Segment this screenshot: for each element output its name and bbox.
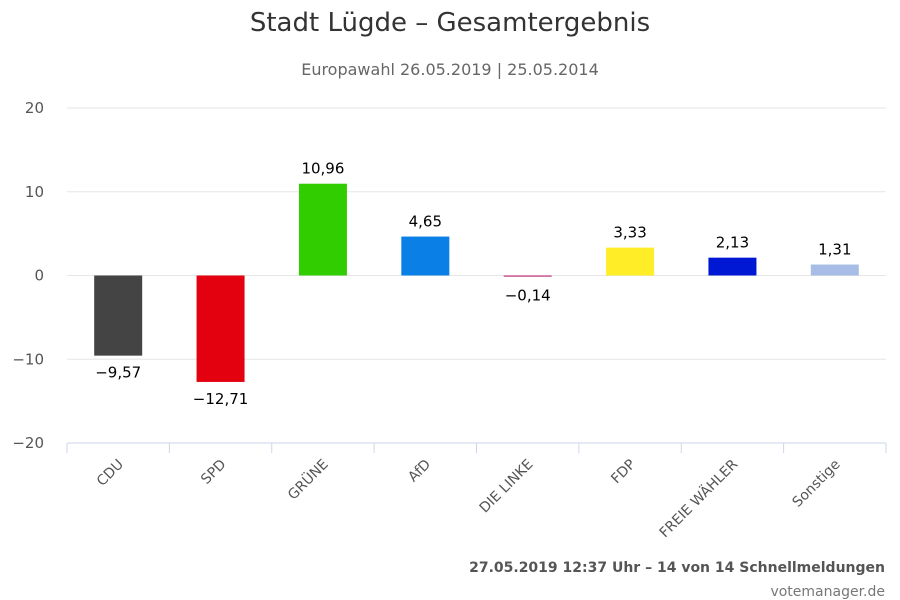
y-tick-label: −10 <box>12 350 44 368</box>
x-tick-label: Sonstige <box>790 457 844 511</box>
bar-spd <box>196 275 245 382</box>
y-tick-label: 10 <box>25 183 44 201</box>
x-tick-label: AfD <box>405 457 434 486</box>
chart-title: Stadt Lügde – Gesamtergebnis <box>249 8 651 38</box>
bar-freie-wähler <box>708 257 757 276</box>
update-status: 27.05.2019 12:37 Uhr – 14 von 14 Schnell… <box>469 560 885 576</box>
x-tick-label: FDP <box>608 457 639 488</box>
bar-afd <box>401 236 450 276</box>
data-label: −9,57 <box>95 364 141 382</box>
data-label: −12,71 <box>193 390 249 408</box>
chart-subtitle: Europawahl 26.05.2019 | 25.05.2014 <box>301 60 599 79</box>
x-tick-label: SPD <box>198 457 229 488</box>
bar-die-linke <box>503 275 552 277</box>
bar-grüne <box>298 183 347 276</box>
x-tick-label: DIE LINKE <box>477 457 537 517</box>
x-tick-label: FREIE WÄHLER <box>655 455 741 541</box>
data-label: −0,14 <box>505 287 551 305</box>
y-tick-label: 0 <box>34 267 44 285</box>
bar-fdp <box>606 247 655 276</box>
data-label: 1,31 <box>818 241 851 259</box>
bar-sonstige <box>810 264 859 276</box>
y-tick-label: 20 <box>25 99 44 117</box>
y-tick-label: −20 <box>12 434 44 452</box>
bar-cdu <box>94 275 143 356</box>
data-label: 3,33 <box>613 224 646 242</box>
x-tick-label: GRÜNE <box>284 455 332 503</box>
data-label: 2,13 <box>716 234 749 252</box>
data-label: 10,96 <box>301 160 344 178</box>
source-credit[interactable]: votemanager.de <box>770 584 885 600</box>
x-tick-label: CDU <box>94 457 127 490</box>
data-label: 4,65 <box>409 213 442 231</box>
